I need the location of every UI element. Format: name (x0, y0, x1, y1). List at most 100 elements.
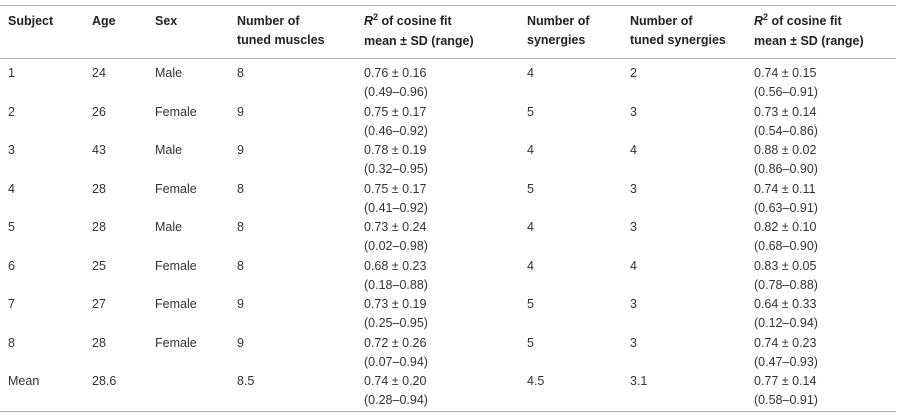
cell-synergies: 4 (527, 66, 534, 80)
cell-r2-muscles-mean-sd: 0.78 ± 0.19 (364, 143, 427, 157)
cell-r2-synergies-range: (0.56–0.91) (754, 85, 818, 99)
table-row: 7 27 Female 9 5 3 0.73 ± 0.19 (0.25–0.95) 0.64 ±… (0, 295, 898, 333)
cell-age: 25 (92, 258, 106, 273)
header-tuned-synergies-line1: Number of (630, 14, 693, 28)
cell-r2-muscles-range: (0.46–0.92) (364, 123, 428, 138)
cell-r2-synergies: 0.73 ± 0.14 (0.54–0.86) (754, 103, 818, 141)
cell-sex: Male (155, 143, 183, 157)
cell-r2-synergies: 0.64 ± 0.33 (0.12–0.94) (754, 295, 818, 333)
cell-r2-muscles: 0.73 ± 0.19 (0.25–0.95) (364, 295, 428, 333)
r2-muscles-label: of cosine fit (378, 14, 452, 28)
cell-r2-muscles-range: (0.07–0.94) (364, 354, 428, 369)
cell-r2-muscles: 0.76 ± 0.16 (0.49–0.96) (364, 64, 428, 102)
cell-tuned-muscles: 8 (237, 220, 244, 234)
table-bottom-rule (0, 411, 896, 412)
cell-r2-muscles-range: (0.18–0.88) (364, 277, 428, 292)
header-tuned-muscles-line2: tuned muscles (237, 33, 325, 47)
cell-tuned-muscles: 9 (237, 335, 244, 350)
cell-age: 28 (92, 220, 106, 234)
table-row: Mean 28.6 8.5 4.5 3.1 0.74 ± 0.20 (0.28–0.94) 0… (0, 372, 898, 410)
cell-synergies: 4 (527, 220, 534, 234)
cell-r2-synergies-mean-sd: 0.74 ± 0.23 (754, 335, 817, 350)
r2-superscript: 2 (373, 12, 379, 22)
cell-tuned-synergies: 3.1 (630, 374, 648, 388)
cell-tuned-muscles: 8 (237, 66, 244, 80)
cell-r2-synergies-range: (0.78–0.88) (754, 277, 818, 292)
cell-r2-synergies-range: (0.54–0.86) (754, 123, 818, 138)
cell-r2-synergies-range: (0.58–0.91) (754, 393, 818, 407)
cell-subject: 1 (8, 66, 15, 80)
header-synergies: Number of synergies (527, 12, 590, 50)
cell-tuned-muscles: 9 (237, 297, 244, 311)
cell-sex: Female (155, 181, 197, 196)
cell-r2-muscles-mean-sd: 0.73 ± 0.24 (364, 220, 427, 234)
cell-sex: Female (155, 104, 197, 119)
table-row: 4 28 Female 8 5 3 0.75 ± 0.17 (0.41–0.92) 0.74 ±… (0, 180, 898, 218)
cell-r2-synergies-mean-sd: 0.74 ± 0.15 (754, 66, 817, 80)
cell-sex: Female (155, 258, 197, 273)
cell-r2-muscles: 0.74 ± 0.20 (0.28–0.94) (364, 372, 428, 410)
cell-tuned-synergies: 4 (630, 143, 637, 157)
cell-age: 43 (92, 143, 106, 157)
cell-tuned-muscles: 9 (237, 143, 244, 157)
cell-r2-muscles-range: (0.41–0.92) (364, 200, 428, 215)
cell-r2-synergies-mean-sd: 0.74 ± 0.11 (754, 181, 816, 196)
cell-tuned-synergies: 3 (630, 297, 637, 311)
cell-tuned-synergies: 3 (630, 335, 637, 350)
header-r2-synergies-line1: R2 of cosine fit (754, 12, 864, 32)
cell-age: 26 (92, 104, 106, 119)
cell-r2-muscles-range: (0.32–0.95) (364, 162, 428, 176)
cell-r2-synergies-mean-sd: 0.82 ± 0.10 (754, 220, 817, 234)
header-age: Age (92, 14, 116, 28)
cell-r2-synergies-range: (0.68–0.90) (754, 239, 818, 253)
cell-r2-muscles-range: (0.25–0.95) (364, 316, 428, 330)
cell-age: 24 (92, 66, 106, 80)
cell-tuned-muscles: 8 (237, 258, 244, 273)
cell-r2-muscles-mean-sd: 0.73 ± 0.19 (364, 297, 427, 311)
cell-synergies: 4 (527, 143, 534, 157)
header-r2-muscles-line1: R2 of cosine fit (364, 12, 474, 32)
cell-age: 28 (92, 181, 106, 196)
r2-symbol: R (754, 14, 764, 28)
cell-r2-muscles-mean-sd: 0.74 ± 0.20 (364, 374, 427, 388)
cell-r2-muscles-mean-sd: 0.72 ± 0.26 (364, 335, 427, 350)
cell-sex: Male (155, 220, 183, 234)
cell-r2-synergies-range: (0.63–0.91) (754, 200, 818, 215)
cell-subject: Mean (8, 374, 40, 388)
header-synergies-line2: synergies (527, 33, 586, 47)
table-header-rule (0, 58, 896, 59)
cell-r2-synergies: 0.82 ± 0.10 (0.68–0.90) (754, 218, 818, 256)
header-r2-synergies-line2: mean ± SD (range) (754, 34, 864, 48)
cell-r2-synergies-mean-sd: 0.64 ± 0.33 (754, 297, 817, 311)
cell-r2-synergies: 0.88 ± 0.02 (0.86–0.90) (754, 141, 818, 179)
cell-sex: Female (155, 297, 197, 311)
cell-tuned-muscles: 8.5 (237, 374, 255, 388)
table-row: 3 43 Male 9 4 4 0.78 ± 0.19 (0.32–0.95) 0.88 ± 0… (0, 141, 898, 179)
header-tuned-synergies-line2: tuned synergies (630, 33, 726, 47)
cell-sex: Female (155, 335, 197, 350)
cell-tuned-muscles: 8 (237, 181, 244, 196)
table-row: 8 28 Female 9 5 3 0.72 ± 0.26 (0.07–0.94) 0.74 ±… (0, 334, 898, 372)
cell-tuned-synergies: 4 (630, 258, 637, 273)
header-sex: Sex (155, 14, 178, 28)
table-row: 5 28 Male 8 4 3 0.73 ± 0.24 (0.02–0.98) 0.82 ± 0… (0, 218, 898, 256)
cell-age: 28.6 (92, 374, 117, 388)
cell-r2-muscles: 0.75 ± 0.17 (0.46–0.92) (364, 103, 428, 141)
cell-r2-muscles: 0.68 ± 0.23 (0.18–0.88) (364, 257, 428, 295)
cell-tuned-synergies: 2 (630, 66, 637, 80)
cell-r2-muscles: 0.75 ± 0.17 (0.41–0.92) (364, 180, 428, 218)
header-synergies-line1: Number of (527, 14, 590, 28)
header-r2-muscles-line2: mean ± SD (range) (364, 34, 474, 48)
header-tuned-muscles-line1: Number of (237, 14, 300, 28)
cell-r2-synergies-mean-sd: 0.77 ± 0.14 (754, 374, 817, 388)
header-subject: Subject (8, 14, 54, 28)
cell-r2-muscles-mean-sd: 0.76 ± 0.16 (364, 66, 427, 80)
cell-subject: 8 (8, 335, 15, 350)
r2-synergies-label: of cosine fit (768, 14, 842, 28)
cell-sex: Male (155, 66, 183, 80)
cell-synergies: 5 (527, 297, 534, 311)
table-row: 1 24 Male 8 4 2 0.76 ± 0.16 (0.49–0.96) 0.74 ± 0… (0, 64, 898, 102)
cell-r2-synergies: 0.77 ± 0.14 (0.58–0.91) (754, 372, 818, 410)
cell-r2-muscles-range: (0.49–0.96) (364, 85, 428, 99)
cell-r2-synergies: 0.83 ± 0.05 (0.78–0.88) (754, 257, 818, 295)
